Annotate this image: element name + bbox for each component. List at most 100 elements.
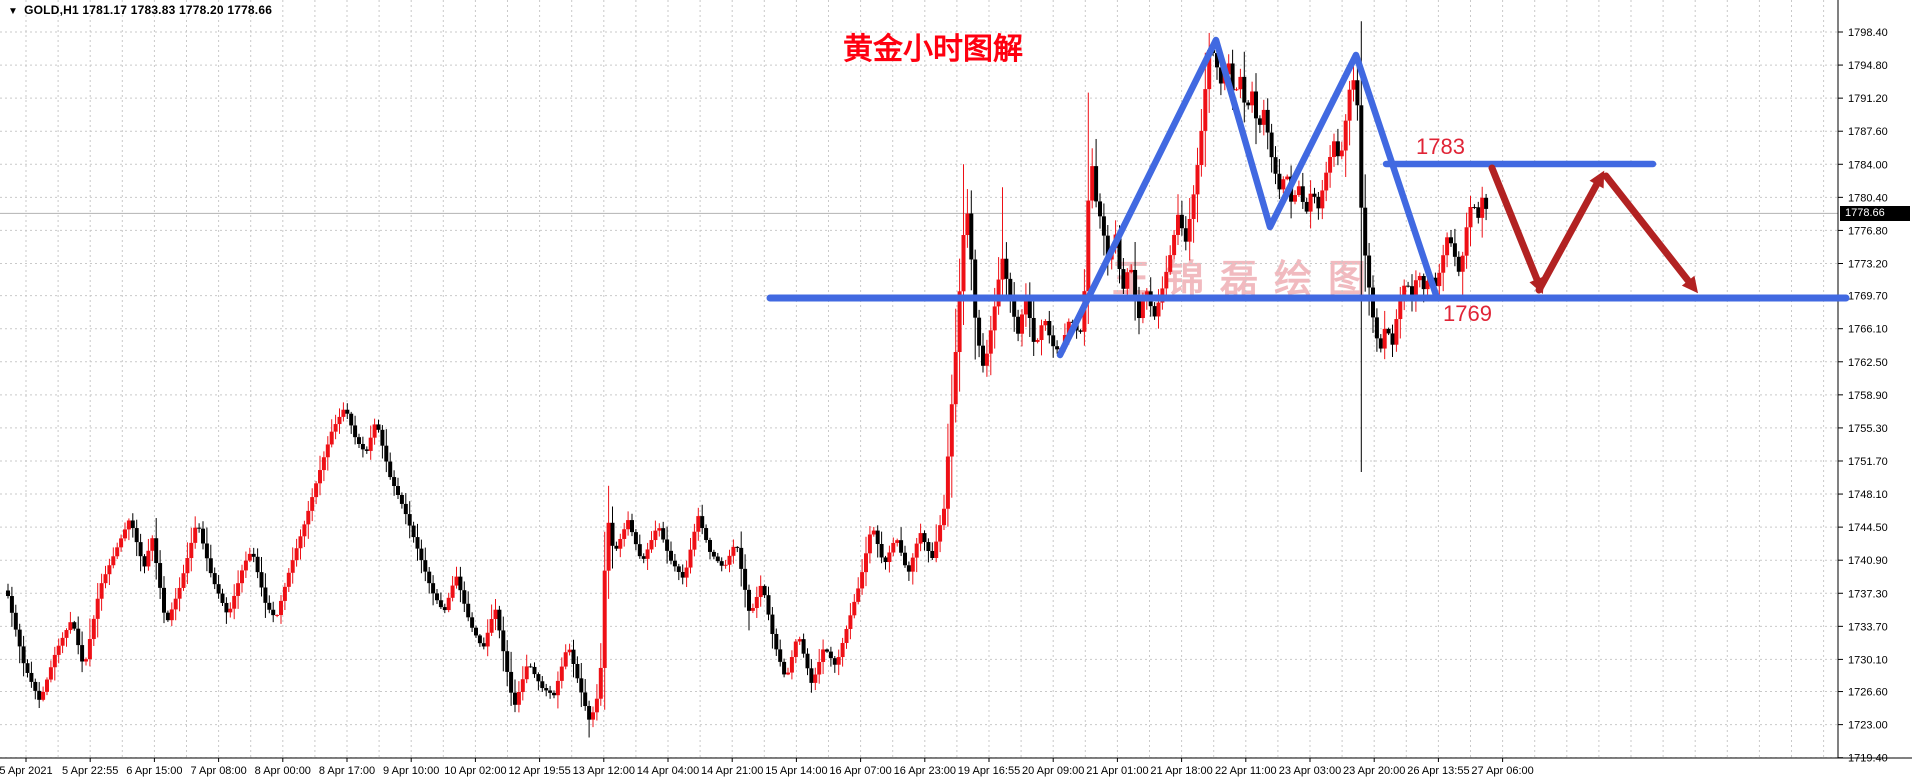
candle [458,566,463,603]
candle [567,643,572,656]
candle [446,592,451,613]
candle [1137,286,1141,335]
candle [602,531,607,710]
time-tick-label: 12 Apr 19:55 [508,765,570,777]
candle [1277,159,1282,200]
candle [1023,283,1028,327]
candle [353,415,358,445]
candle [1378,334,1383,353]
price-tick-label: 1791.20 [1848,93,1888,105]
candle [1300,172,1305,209]
candle [836,649,841,676]
candle [33,678,38,700]
candle [310,488,315,522]
candle [255,548,260,579]
candle [267,595,272,614]
chart-title: 黄金小时图解 [843,33,1023,66]
price-tick-label: 1748.10 [1848,489,1888,501]
candle [1176,194,1180,245]
candle [1339,141,1344,160]
candle [984,339,989,377]
candle [1035,338,1040,344]
price-tick-label: 1762.50 [1848,357,1888,369]
candle [349,411,354,434]
price-tick-label: 1776.80 [1848,225,1888,237]
time-tick-label: 10 Apr 02:00 [444,765,506,777]
forecast-arrow[interactable] [1602,172,1699,294]
candle [934,524,939,563]
candle [914,537,919,573]
forecast-arrow[interactable] [1535,170,1605,294]
candle [672,553,677,572]
candle [1183,216,1188,251]
price-tick-label: 1766.10 [1848,324,1888,336]
candle [828,646,833,667]
candle [552,690,556,699]
candle [930,542,935,561]
arrowhead-icon [1589,170,1605,189]
price-tick-label: 1744.50 [1848,522,1888,534]
candle [1304,197,1309,214]
candle [76,616,81,655]
candle [84,657,88,666]
candle [524,654,529,684]
candle [509,651,514,706]
candle [1203,52,1208,167]
candle [520,666,525,701]
time-tick-label: 27 Apr 06:00 [1471,765,1533,777]
candle [263,573,268,618]
candle [618,533,623,558]
candle [528,663,533,668]
candle [1265,98,1270,150]
price-tick-label: 1758.90 [1848,390,1888,402]
candle [1121,258,1126,294]
candle [150,535,155,562]
candle [1417,272,1422,288]
candle [107,558,112,586]
candle [1242,51,1247,123]
candle [247,547,252,563]
candle [1246,100,1251,110]
candle [1464,212,1469,269]
candle [637,534,642,559]
candle [887,545,892,573]
candle [228,602,233,618]
time-tick-label: 8 Apr 17:00 [319,765,375,777]
candle [41,686,46,702]
time-tick-label: 22 Apr 11:00 [1215,765,1277,777]
candle [723,559,728,569]
candle [380,425,385,459]
candle [548,685,553,699]
candle [1195,147,1200,223]
candle [711,549,716,560]
candle [727,549,732,573]
pattern-zigzag-line[interactable] [1056,36,1441,359]
candle [345,403,350,420]
candle [185,542,190,585]
candle [630,513,634,537]
candle [271,601,276,623]
candle [692,523,697,557]
price-tick-label: 1740.90 [1848,555,1888,567]
symbol-dropdown-icon[interactable]: ▼ [8,6,19,17]
price-tick-label: 1798.40 [1848,27,1888,39]
candle [641,553,646,564]
candle [158,550,163,599]
candle [427,567,432,594]
candle [1328,145,1333,188]
candle [1238,68,1243,99]
candle [493,598,498,631]
candle [1308,180,1313,229]
candle [302,520,307,548]
candle [181,564,186,591]
time-tick-label: 8 Apr 00:00 [255,765,311,777]
candle [1207,32,1212,113]
candle [743,554,748,608]
candle [1094,138,1099,208]
candle [275,614,280,618]
candle [610,506,615,569]
analyst-overlays [766,36,1850,359]
candle [591,706,595,728]
forecast-arrow[interactable] [1488,164,1545,295]
